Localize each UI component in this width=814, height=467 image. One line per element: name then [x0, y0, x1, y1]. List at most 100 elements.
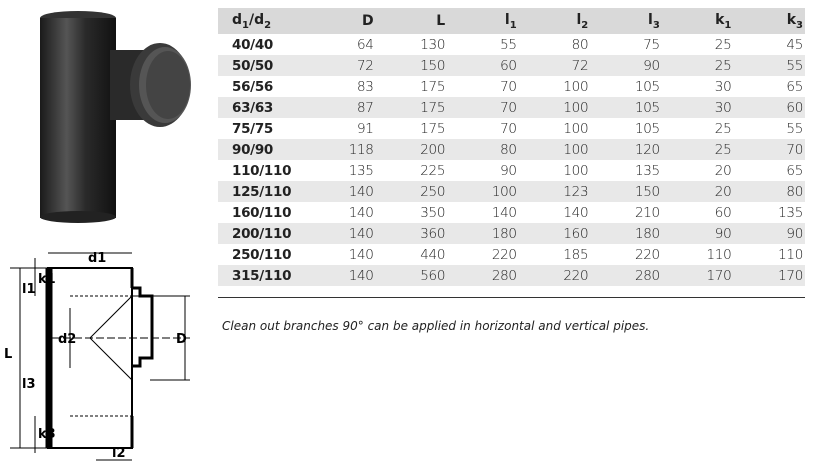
table-cell: 175: [420, 120, 446, 137]
table-row: 56/56 83 175 70 100 105 30 65: [218, 76, 805, 97]
table-cell: 72: [518, 55, 591, 76]
table-cell: 105: [634, 120, 660, 137]
table-cell: 185: [563, 246, 589, 263]
table-cell: 220: [518, 265, 591, 286]
table-cell: 170: [661, 265, 734, 286]
product-photo: [40, 11, 191, 223]
table-cell: 60: [447, 55, 519, 76]
table-cell: 210: [634, 204, 660, 221]
table-row: 75/75 91 175 70 100 105 25 55: [218, 118, 805, 139]
table-cell: 20: [661, 181, 734, 202]
label-d2: d2: [58, 332, 76, 347]
table-cell: 70: [500, 78, 517, 95]
table-row: 63/63 87 175 70 100 105 30 60: [218, 97, 805, 118]
table-cell: 65: [786, 162, 803, 179]
table-cell: 80: [733, 181, 805, 202]
table-cell: 80: [571, 36, 589, 53]
label-d1: d1: [88, 251, 106, 266]
table-cell: 170: [733, 265, 805, 286]
table-cell: 25: [661, 139, 734, 160]
label-l1: l1: [22, 282, 36, 297]
table-cell: 20: [714, 162, 732, 179]
table-cell: 72: [304, 55, 376, 76]
table-cell: 175: [375, 97, 448, 118]
table-cell: 105: [634, 78, 660, 95]
table-cell: 56/56: [232, 78, 274, 95]
table-cell: 135: [778, 204, 803, 221]
table-cell: 180: [447, 223, 519, 244]
table-cell: 90: [590, 55, 662, 76]
column-header: l2: [518, 8, 591, 34]
table-cell: 350: [420, 204, 446, 221]
table-cell: 55: [500, 36, 517, 53]
table-cell: 90: [500, 162, 517, 179]
table-cell: 110/110: [232, 162, 292, 179]
column-header: l3: [590, 8, 662, 34]
table-cell: 560: [375, 265, 448, 286]
table-cell: 135: [634, 162, 660, 179]
table-cell: 91: [356, 120, 374, 137]
table-cell: 140: [304, 181, 376, 202]
table-cell: 200: [375, 139, 448, 160]
table-cell: 75: [643, 36, 660, 53]
table-row: 250/110 140 440 220 185 220 110 110: [218, 244, 805, 265]
table-cell: 280: [590, 265, 662, 286]
caption: Clean out branches 90° can be applied in…: [222, 319, 650, 333]
table-cell: 70: [447, 97, 519, 118]
table-cell: 40/40: [232, 36, 274, 53]
column-header: k3: [733, 8, 805, 34]
table-cell: 140: [304, 265, 376, 286]
table-cell: 175: [420, 78, 446, 95]
column-header: k1: [661, 8, 734, 34]
table-cell: 25: [714, 120, 732, 137]
table-cell: 83: [356, 78, 374, 95]
table-row: 40/40 64 130 55 80 75 25 45: [218, 34, 805, 55]
table-cell: 100: [563, 120, 589, 137]
table-cell: 150: [375, 55, 448, 76]
table-cell: 70: [500, 120, 517, 137]
table-cell: 200/110: [218, 223, 304, 244]
technical-drawing: d1 d2 D L l1 l3 k1 k3 l2: [4, 251, 190, 461]
table-cell: 220: [491, 246, 517, 263]
table-row: 315/110 140 560 280 220 280 170 170: [218, 265, 805, 286]
table-cell: 100: [563, 162, 589, 179]
table-cell: 90: [661, 223, 734, 244]
table-cell: 70: [733, 139, 805, 160]
table-cell: 140: [304, 223, 376, 244]
table-cell: 160/110: [232, 204, 292, 221]
label-k1: k1: [38, 272, 56, 287]
table-cell: 250: [375, 181, 448, 202]
column-header: d1/d2: [218, 8, 304, 34]
table-cell: 100: [447, 181, 519, 202]
table-cell: 250/110: [232, 246, 292, 263]
label-L: L: [4, 347, 12, 362]
label-l3: l3: [22, 377, 36, 392]
table-cell: 65: [786, 78, 803, 95]
table-cell: 100: [518, 139, 591, 160]
table-cell: 80: [447, 139, 519, 160]
table-cell: 315/110: [218, 265, 304, 286]
table-cell: 150: [590, 181, 662, 202]
table-cell: 160: [518, 223, 591, 244]
divider: [218, 297, 805, 298]
table-cell: 280: [447, 265, 519, 286]
table-row: 50/50 72 150 60 72 90 25 55: [218, 55, 805, 76]
table-cell: 30: [714, 78, 732, 95]
table-cell: 110: [706, 246, 732, 263]
table-cell: 140: [491, 204, 517, 221]
table-cell: 118: [304, 139, 376, 160]
table-cell: 30: [661, 97, 734, 118]
table-cell: 64: [356, 36, 374, 53]
table-row: 110/110 135 225 90 100 135 20 65: [218, 160, 805, 181]
column-header: D: [304, 8, 376, 34]
table-cell: 60: [733, 97, 805, 118]
table-cell: 180: [590, 223, 662, 244]
column-header: L: [375, 8, 448, 34]
label-k3: k3: [38, 427, 56, 442]
table-cell: 50/50: [218, 55, 304, 76]
table-cell: 55: [786, 120, 803, 137]
table-cell: 140: [348, 246, 374, 263]
table-cell: 440: [420, 246, 446, 263]
table-cell: 135: [348, 162, 374, 179]
